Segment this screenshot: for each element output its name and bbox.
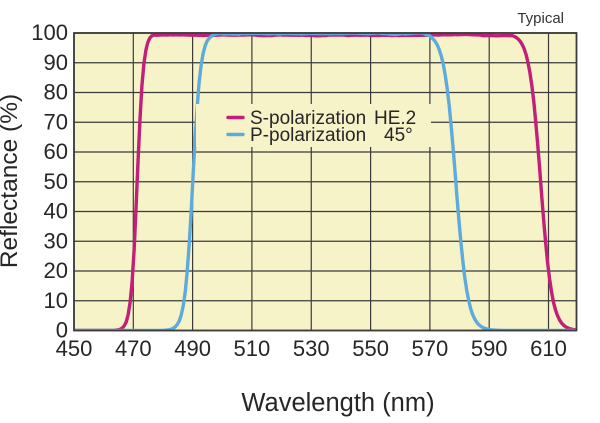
- svg-text:90: 90: [44, 50, 68, 75]
- svg-text:590: 590: [471, 336, 508, 361]
- svg-text:50: 50: [44, 169, 68, 194]
- svg-text:490: 490: [174, 336, 211, 361]
- svg-text:60: 60: [44, 139, 68, 164]
- svg-text:80: 80: [44, 80, 68, 105]
- svg-text:570: 570: [412, 336, 449, 361]
- svg-text:550: 550: [352, 336, 389, 361]
- svg-text:Wavelength (nm): Wavelength (nm): [241, 389, 434, 417]
- svg-text:10: 10: [44, 288, 68, 313]
- svg-text:470: 470: [115, 336, 152, 361]
- svg-text:45°: 45°: [384, 125, 413, 146]
- svg-text:30: 30: [44, 228, 68, 253]
- svg-text:450: 450: [56, 336, 93, 361]
- svg-text:40: 40: [44, 199, 68, 224]
- svg-text:530: 530: [293, 336, 330, 361]
- svg-text:P-polarization: P-polarization: [250, 125, 366, 146]
- svg-text:100: 100: [31, 20, 68, 45]
- svg-text:Reflectance (%): Reflectance (%): [0, 94, 23, 268]
- svg-text:Typical: Typical: [517, 10, 564, 27]
- svg-text:20: 20: [44, 258, 68, 283]
- svg-text:610: 610: [530, 336, 567, 361]
- svg-text:510: 510: [234, 336, 271, 361]
- svg-text:70: 70: [44, 109, 68, 134]
